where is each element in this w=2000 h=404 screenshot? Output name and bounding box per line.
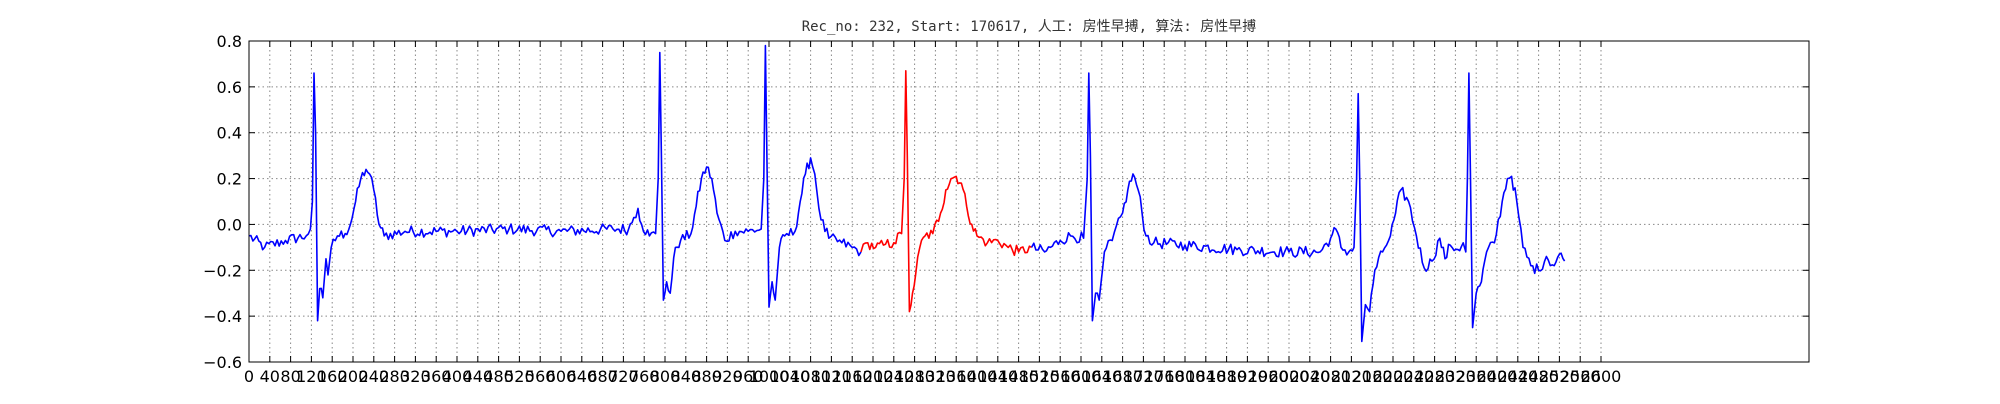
- x-tick-label: 840: [671, 367, 702, 386]
- ecg-series-line: [248, 44, 862, 322]
- x-tick-label: 1320: [915, 367, 956, 386]
- x-tick-label: 1560: [1040, 367, 1081, 386]
- x-tick-label: 1360: [936, 367, 977, 386]
- x-tick-label: 2600: [1581, 367, 1622, 386]
- x-tick-label: 2040: [1289, 367, 1330, 386]
- y-tick-label: −0.2: [203, 261, 242, 280]
- x-tick-label: 2360: [1456, 367, 1497, 386]
- y-tick-label: 0.0: [217, 215, 242, 234]
- x-tick-label: 40: [260, 367, 280, 386]
- series-layer: [248, 44, 1566, 343]
- x-tick-label: 160: [317, 367, 348, 386]
- y-axis: −0.6 −0.4 −0.2 0.0 0.2 0.4 0.6 0.8: [203, 32, 1809, 372]
- x-tick-label: 2520: [1539, 367, 1580, 386]
- x-tick-label: 1480: [998, 367, 1039, 386]
- x-tick-label: 1240: [873, 367, 914, 386]
- plot-frame: [248, 40, 1810, 363]
- x-tick-label: 1920: [1227, 367, 1268, 386]
- x-tick-label: 1400: [957, 367, 998, 386]
- x-tick-label: 440: [463, 367, 494, 386]
- x-axis: 0 40 8012016020024028032036040044048052056…: [244, 41, 1621, 386]
- x-tick-label: 640: [567, 367, 598, 386]
- y-tick-label: 0.8: [217, 32, 242, 51]
- highlighted-beat-line: [860, 70, 1032, 313]
- x-tick-label: 2480: [1518, 367, 1559, 386]
- y-tick-label: 0.2: [217, 170, 242, 189]
- x-tick-label: 1880: [1206, 367, 1247, 386]
- x-tick-label: 2320: [1435, 367, 1476, 386]
- x-tick-label: 800: [650, 367, 681, 386]
- y-tick-label: 0.4: [217, 124, 242, 143]
- x-tick-label: 720: [608, 367, 639, 386]
- x-tick-label: 320: [400, 367, 431, 386]
- x-tick-label: 1600: [1061, 367, 1102, 386]
- x-tick-label: 1000: [749, 367, 790, 386]
- x-tick-label: 240: [359, 367, 390, 386]
- x-tick-label: 200: [338, 367, 369, 386]
- x-tick-label: 920: [712, 367, 743, 386]
- x-tick-label: 1040: [769, 367, 810, 386]
- x-tick-label: 1800: [1165, 367, 1206, 386]
- x-tick-label: 880: [691, 367, 722, 386]
- x-tick-label: 1120: [811, 367, 852, 386]
- x-tick-label: 2200: [1373, 367, 1414, 386]
- x-tick-label: 1160: [832, 367, 873, 386]
- x-tick-label: 960: [733, 367, 764, 386]
- x-tick-label: 2080: [1310, 367, 1351, 386]
- x-tick-label: 1080: [790, 367, 831, 386]
- grid: [249, 41, 1809, 362]
- x-tick-label: 480: [483, 367, 514, 386]
- x-tick-label: 1520: [1019, 367, 1060, 386]
- x-tick-label: 2160: [1352, 367, 1393, 386]
- x-tick-label: 280: [379, 367, 410, 386]
- x-tick-label: 1280: [894, 367, 935, 386]
- x-tick-label: 1720: [1123, 367, 1164, 386]
- x-tick-label: 600: [546, 367, 577, 386]
- x-tick-label: 80: [280, 367, 300, 386]
- chart-title: Rec_no: 232, Start: 170617, 人工: 房性早搏, 算法…: [802, 18, 1257, 35]
- x-tick-label: 2440: [1497, 367, 1538, 386]
- x-tick-label: 1760: [1144, 367, 1185, 386]
- x-tick-label: 1440: [977, 367, 1018, 386]
- x-tick-label: 120: [296, 367, 327, 386]
- x-tick-label: 1960: [1248, 367, 1289, 386]
- x-tick-label: 2240: [1393, 367, 1434, 386]
- x-tick-label: 1200: [853, 367, 894, 386]
- x-tick-label: 680: [587, 367, 618, 386]
- x-tick-label: 520: [504, 367, 535, 386]
- x-tick-label: 0: [244, 367, 254, 386]
- x-tick-label: 2000: [1269, 367, 1310, 386]
- x-tick-label: 1680: [1102, 367, 1143, 386]
- y-tick-label: 0.6: [217, 78, 242, 97]
- x-tick-label: 560: [525, 367, 556, 386]
- y-tick-label: −0.4: [203, 307, 242, 326]
- y-tick-label: −0.6: [203, 353, 242, 372]
- x-tick-label: 360: [421, 367, 452, 386]
- x-tick-label: 760: [629, 367, 660, 386]
- ecg-series-line: [1030, 72, 1566, 343]
- x-tick-label: 2560: [1560, 367, 1601, 386]
- x-tick-label: 2120: [1331, 367, 1372, 386]
- x-tick-label: 2280: [1414, 367, 1455, 386]
- x-tick-label: 2400: [1477, 367, 1518, 386]
- x-tick-label: 1840: [1185, 367, 1226, 386]
- x-tick-label: 400: [442, 367, 473, 386]
- x-tick-label: 1640: [1081, 367, 1122, 386]
